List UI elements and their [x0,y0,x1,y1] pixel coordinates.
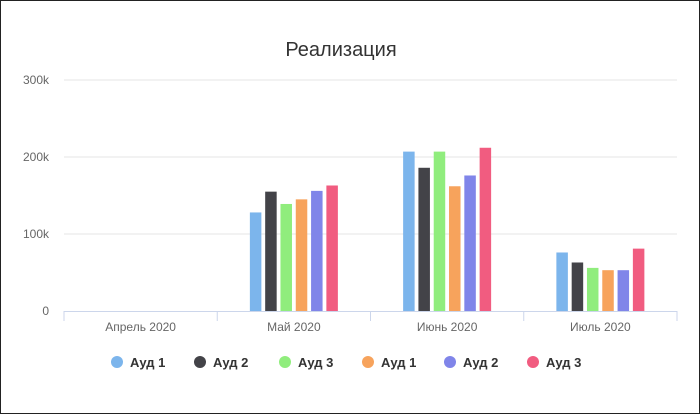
legend: Ауд 1 Ауд 2 Ауд 3 Ауд 1 Ауд 2 Ауд 3 [111,355,581,370]
bar[interactable] [433,151,446,311]
bar[interactable] [617,270,630,311]
legend-item[interactable]: Ауд 3 [527,355,581,370]
legend-item[interactable]: Ауд 2 [444,355,498,370]
bar[interactable] [295,199,308,311]
bar[interactable] [586,267,599,311]
y-tick-label: 0 [42,304,49,318]
bar[interactable] [280,203,292,311]
legend-label: Ауд 1 [381,355,416,370]
bar[interactable] [311,190,323,311]
bar[interactable] [265,191,277,311]
bars [249,147,645,311]
bar[interactable] [632,248,645,311]
y-tick-label: 200k [23,150,50,164]
legend-label: Ауд 1 [130,355,165,370]
legend-label: Ауд 2 [463,355,498,370]
legend-marker [111,356,123,368]
legend-item[interactable]: Ауд 1 [111,355,165,370]
x-tick-label: Май 2020 [267,320,321,334]
legend-label: Ауд 2 [213,355,248,370]
y-axis-tick-labels: 0 100k 200k 300k [23,73,50,318]
y-tick-label: 300k [23,73,50,87]
x-tick-label: Апрель 2020 [105,320,176,334]
x-axis: Апрель 2020 Май 2020 Июнь 2020 Июль 2020 [63,311,678,334]
legend-item[interactable]: Ауд 3 [279,355,333,370]
bar[interactable] [249,212,262,311]
bar[interactable] [602,270,614,311]
bar[interactable] [418,167,430,311]
x-tick-label: Июнь 2020 [417,320,478,334]
bar[interactable] [464,175,476,311]
bar[interactable] [403,151,415,311]
bar[interactable] [571,262,584,311]
bar[interactable] [326,185,338,311]
legend-label: Ауд 3 [546,355,581,370]
y-tick-label: 100k [23,227,50,241]
legend-marker [362,356,374,368]
chart-title: Реализация [285,39,396,61]
grid-lines [64,79,677,235]
bar[interactable] [449,186,461,311]
legend-marker [194,356,206,368]
legend-item[interactable]: Ауд 1 [362,355,416,370]
x-tick-label: Июль 2020 [570,320,631,334]
legend-label: Ауд 3 [298,355,333,370]
bar[interactable] [479,147,492,311]
legend-marker [527,356,539,368]
legend-marker [444,356,456,368]
legend-item[interactable]: Ауд 2 [194,355,248,370]
bar[interactable] [556,252,568,311]
legend-marker [279,356,291,368]
